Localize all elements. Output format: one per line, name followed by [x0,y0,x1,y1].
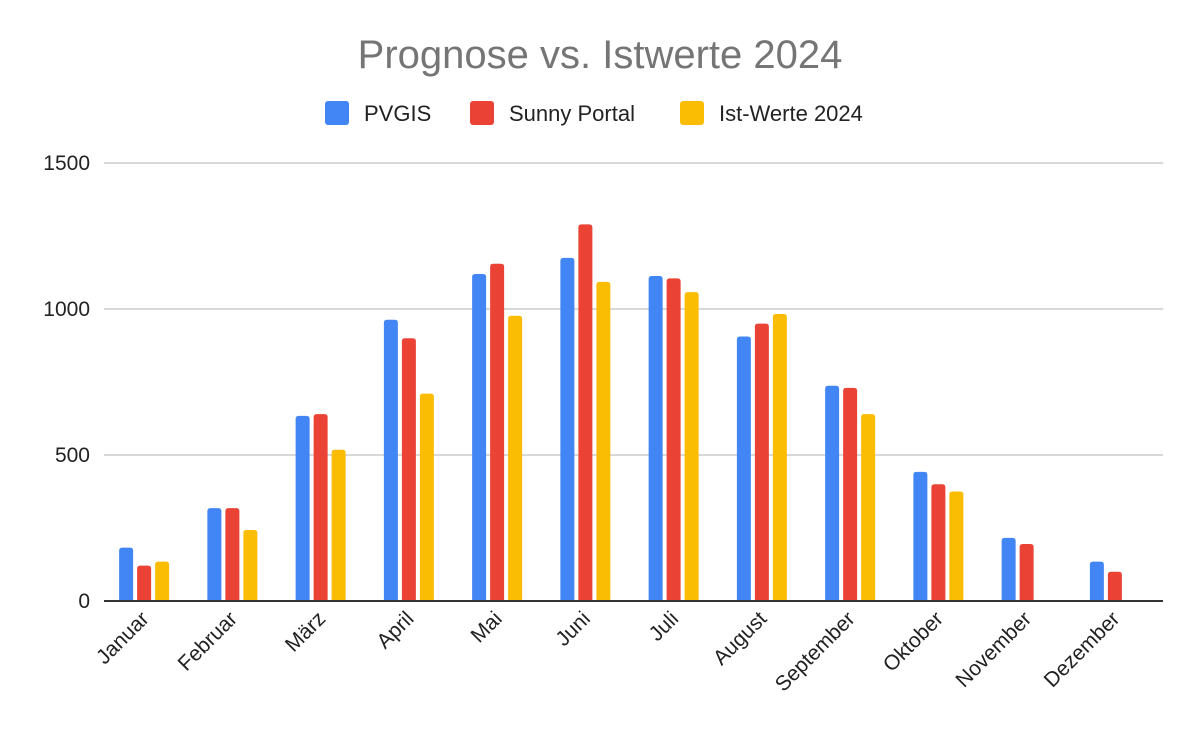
bar-pvgis-dezember [1089,561,1104,601]
y-tick-label-500: 500 [55,444,90,467]
x-tick-label-oktober: Oktober [879,607,948,676]
bar-ist-werte-2024-september [861,414,876,601]
gridlines [104,162,1163,456]
bar-ist-werte-2024-april [419,393,434,601]
legend-swatch-pvgis [325,101,349,125]
bar-sunny-portal-april [401,338,416,601]
bar-sunny-portal-januar [137,565,152,601]
x-tick-label-april: April [372,607,418,653]
x-tick-label-november: November [951,607,1036,692]
bar-pvgis-juni [560,257,575,601]
bar-pvgis-april [383,319,398,601]
bar-sunny-portal-september [843,387,858,601]
bars [119,224,1122,601]
bar-sunny-portal-oktober [931,484,946,601]
bar-ist-werte-2024-juli [684,292,699,601]
bar-sunny-portal-märz [313,414,328,601]
y-tick-label-1500: 1500 [43,152,90,175]
bar-sunny-portal-dezember [1107,571,1122,601]
x-tick-label-juni: Juni [551,607,595,651]
bar-pvgis-august [736,336,751,601]
bar-ist-werte-2024-februar [243,530,258,601]
legend-swatch-ist-werte-2024 [680,101,704,125]
x-tick-label-august: August [709,607,772,670]
bar-pvgis-januar [119,547,134,601]
x-tick-label-märz: März [281,607,330,656]
bar-ist-werte-2024-mai [508,315,523,601]
bar-pvgis-märz [295,415,310,601]
bar-ist-werte-2024-märz [331,449,346,601]
legend-label-pvgis: PVGIS [364,101,431,126]
bar-pvgis-oktober [913,471,928,601]
bar-pvgis-juli [648,276,663,601]
bar-pvgis-september [825,385,840,601]
x-tick-label-juli: Juli [645,607,684,646]
y-axis-ticks: 0 500 1000 1500 [43,152,90,613]
bar-sunny-portal-februar [225,508,240,601]
y-tick-label-0: 0 [78,590,90,613]
bar-ist-werte-2024-januar [155,561,170,601]
bar-ist-werte-2024-juni [596,281,611,601]
legend-swatch-sunny-portal [470,101,494,125]
bar-ist-werte-2024-oktober [949,491,964,601]
legend: PVGIS Sunny Portal Ist-Werte 2024 [325,101,863,126]
x-axis-ticks: Januar Februar März April Mai Juni Juli August S… [92,607,1124,696]
bar-pvgis-mai [472,273,487,601]
legend-label-sunny-portal: Sunny Portal [509,101,635,126]
bar-sunny-portal-november [1019,544,1034,601]
bar-pvgis-november [1001,537,1016,601]
x-tick-label-september: September [771,607,860,696]
bar-ist-werte-2024-august [772,313,787,601]
bar-sunny-portal-juli [666,278,681,601]
legend-label-ist-werte-2024: Ist-Werte 2024 [719,101,863,126]
bar-pvgis-februar [207,508,222,601]
x-tick-label-mai: Mai [466,607,506,647]
bar-sunny-portal-mai [490,263,505,601]
x-tick-label-dezember: Dezember [1040,607,1125,692]
y-tick-label-1000: 1000 [43,298,90,321]
x-tick-label-januar: Januar [92,607,154,669]
chart-title: Prognose vs. Istwerte 2024 [358,33,843,77]
bar-sunny-portal-juni [578,224,593,601]
bar-sunny-portal-august [754,323,769,601]
x-tick-label-februar: Februar [174,607,242,675]
